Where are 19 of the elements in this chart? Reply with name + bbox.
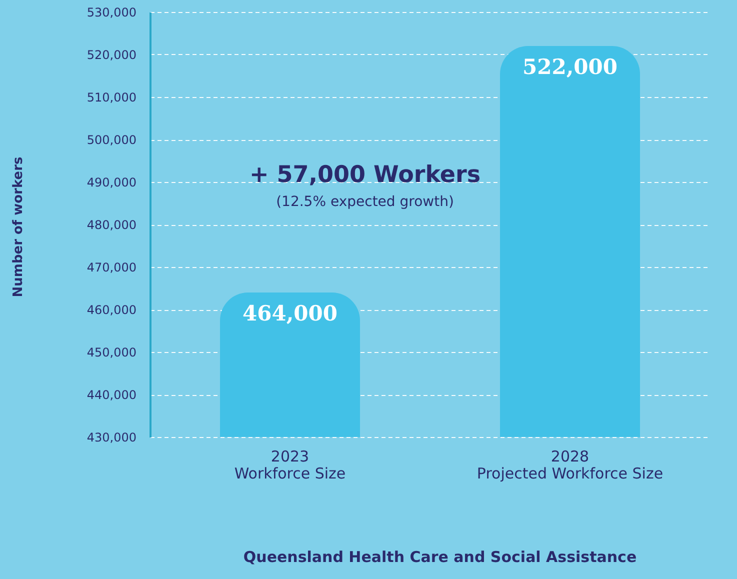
y-tick-label: 490,000 (86, 176, 136, 190)
y-tick-label: 470,000 (86, 260, 136, 274)
y-tick-label: 460,000 (86, 303, 136, 317)
x-tick-label: 2023 Workforce Size (234, 448, 346, 482)
y-tick-label: 450,000 (86, 346, 136, 360)
y-axis-title: Number of workers (11, 156, 26, 298)
annotation: + 57,000 Workers (249, 162, 481, 188)
y-tick-label: 500,000 (86, 133, 136, 147)
x-axis-title: Queensland Health Care and Social Assistance (243, 548, 637, 566)
y-tick-label: 480,000 (86, 218, 136, 232)
data-label: 464,000 (242, 300, 338, 326)
y-tick-label: 430,000 (86, 430, 136, 444)
y-tick-label: 510,000 (86, 90, 136, 104)
data-label: 522,000 (522, 54, 618, 79)
x-tick-label: 2028 Projected Workforce Size (476, 448, 664, 482)
annotation: (12.5% expected growth) (276, 194, 454, 210)
y-tick-label: 530,000 (86, 6, 136, 20)
y-tick-label: 440,000 (86, 388, 136, 402)
y-tick-label: 520,000 (86, 48, 136, 62)
